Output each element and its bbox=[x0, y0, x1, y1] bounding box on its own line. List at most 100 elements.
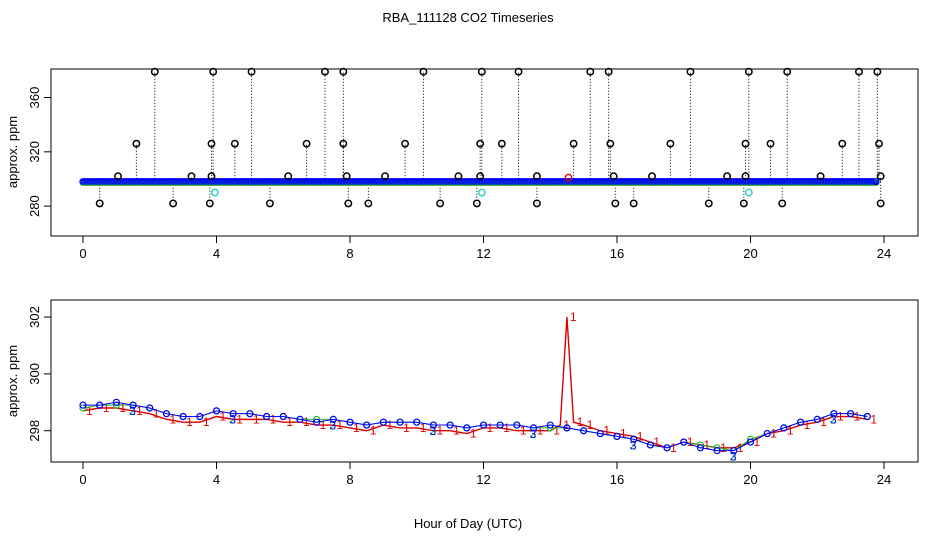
spike-point bbox=[686, 67, 695, 76]
x-tick-label: 8 bbox=[346, 246, 353, 261]
series-3-point bbox=[413, 418, 421, 426]
y-tick-label: 320 bbox=[27, 141, 42, 163]
series-3-point bbox=[379, 418, 387, 426]
bottom-y-axis-label: approx. ppm bbox=[5, 345, 20, 417]
spike-point bbox=[419, 67, 428, 76]
series-1-marker: 1 bbox=[787, 424, 794, 438]
spike-point bbox=[723, 172, 732, 181]
spike-point bbox=[132, 139, 141, 148]
series-3-point bbox=[730, 447, 738, 455]
x-tick-label: 24 bbox=[877, 472, 891, 487]
series-1-marker: 1 bbox=[403, 421, 410, 435]
series-3-marker: 3 bbox=[429, 424, 436, 438]
spike-point bbox=[514, 67, 523, 76]
x-tick-label: 12 bbox=[476, 472, 490, 487]
x-tick-label: 8 bbox=[346, 472, 353, 487]
series-3-point bbox=[696, 444, 705, 452]
series-1-marker: 1 bbox=[220, 410, 227, 424]
series-1-marker: 1 bbox=[603, 424, 610, 438]
series-1-marker: 1 bbox=[119, 401, 126, 415]
series-1-marker: 1 bbox=[169, 412, 176, 426]
series-3-marker: 3 bbox=[329, 418, 336, 432]
spike-point bbox=[207, 139, 216, 148]
series-3-point bbox=[396, 418, 404, 426]
spike-point bbox=[532, 172, 541, 181]
spike-point bbox=[472, 199, 481, 208]
spike-point bbox=[875, 139, 883, 148]
series-3-point bbox=[196, 412, 204, 421]
series-1-marker: 1 bbox=[754, 435, 761, 449]
spike-point bbox=[739, 199, 748, 208]
y-tick-label: 280 bbox=[27, 195, 42, 217]
series-1-marker: 1 bbox=[553, 424, 560, 438]
series-1-marker: 1 bbox=[470, 427, 477, 441]
spike-point bbox=[666, 139, 675, 148]
series-2-marker: 2 bbox=[429, 424, 436, 438]
series-1-marker: 1 bbox=[270, 412, 277, 426]
spike-point bbox=[876, 199, 885, 208]
x-tick-label: 16 bbox=[610, 246, 624, 261]
series-3-point bbox=[580, 427, 588, 435]
series-3-point bbox=[479, 421, 488, 429]
spike-point bbox=[342, 172, 351, 181]
spike-point bbox=[284, 172, 293, 181]
series-3-point bbox=[663, 444, 671, 452]
series-2-marker: 2 bbox=[630, 438, 637, 452]
series-3-point bbox=[313, 418, 321, 426]
y-tick-label: 300 bbox=[27, 363, 42, 385]
spike-point bbox=[209, 67, 218, 76]
spike-point bbox=[364, 199, 373, 208]
series-3-point bbox=[830, 410, 838, 418]
x-tick-label: 0 bbox=[79, 246, 86, 261]
spike-point bbox=[207, 172, 216, 181]
x-tick-label: 4 bbox=[213, 246, 220, 261]
series-3-point bbox=[129, 401, 137, 409]
series-2-marker: 2 bbox=[329, 418, 336, 432]
chart-title: RBA_111128 CO2 Timeseries bbox=[382, 10, 554, 25]
spike-point bbox=[611, 199, 620, 208]
series-3-point bbox=[646, 441, 654, 449]
series-1-marker: 1 bbox=[637, 429, 644, 443]
series-1-marker: 1 bbox=[570, 310, 577, 324]
spike-point bbox=[454, 172, 463, 181]
spike-point bbox=[114, 172, 122, 181]
series-3-point bbox=[596, 429, 604, 438]
series-3-point bbox=[96, 401, 104, 409]
spike-point bbox=[586, 67, 595, 76]
spike-point bbox=[169, 199, 178, 208]
spike-point bbox=[606, 139, 615, 148]
series-3-point bbox=[680, 438, 688, 446]
series-1-marker: 1 bbox=[186, 415, 193, 429]
spike-point bbox=[609, 172, 618, 181]
series-3-line bbox=[83, 401, 868, 452]
series-3-marker: 3 bbox=[730, 450, 737, 464]
series-2-marker: 2 bbox=[229, 413, 236, 427]
y-tick-label: 298 bbox=[27, 420, 42, 442]
spike-point bbox=[704, 199, 713, 208]
y-tick-label: 302 bbox=[27, 306, 42, 328]
series-3-point bbox=[162, 410, 171, 418]
series-3-point bbox=[713, 447, 721, 455]
top-panel: approx. ppm 0 4 8 12 16 20 24 280 320 360 bbox=[5, 67, 919, 261]
series-1-marker: 1 bbox=[386, 418, 393, 432]
series-1-marker: 1 bbox=[870, 412, 877, 426]
series-1-line bbox=[82, 317, 868, 449]
spike-point bbox=[497, 139, 506, 148]
spike-point bbox=[265, 199, 274, 208]
spike-point bbox=[648, 172, 656, 181]
spike-point bbox=[783, 67, 792, 76]
series-2-marker: 2 bbox=[830, 413, 837, 427]
series-1-marker: 1 bbox=[203, 415, 210, 429]
spike-point bbox=[401, 139, 410, 148]
series-3-point bbox=[79, 401, 87, 409]
series-1-marker: 1 bbox=[820, 415, 827, 429]
series-1-marker: 1 bbox=[703, 438, 710, 452]
series-3-marker: 3 bbox=[129, 404, 136, 418]
series-1-marker: 1 bbox=[804, 418, 811, 432]
x-tick-label: 20 bbox=[743, 472, 757, 487]
top-plot-frame bbox=[50, 68, 919, 237]
x-axis-label: Hour of Day (UTC) bbox=[414, 516, 522, 531]
spike-point bbox=[381, 172, 389, 181]
